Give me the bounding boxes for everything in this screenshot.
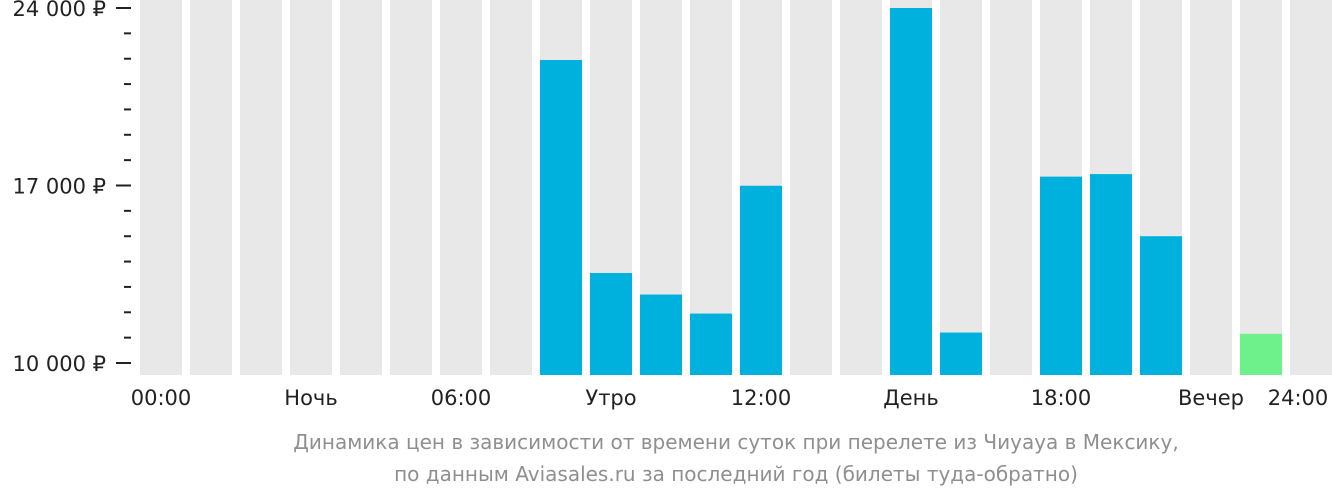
background-bar — [340, 0, 382, 375]
x-tick-label: Ночь — [284, 386, 337, 410]
x-tick-label: 00:00 — [131, 386, 192, 410]
price-bar — [540, 59, 582, 375]
price-bar — [890, 8, 932, 375]
price-bar — [690, 313, 732, 375]
price-bar — [940, 332, 982, 375]
background-bar — [1240, 0, 1282, 375]
y-tick-label: 17 000 ₽ — [12, 175, 106, 199]
background-bar — [440, 0, 482, 375]
data-bars — [540, 8, 1282, 375]
price-bar — [1040, 176, 1082, 375]
background-bar — [940, 0, 982, 375]
background-bar — [190, 0, 232, 375]
x-tick-label: 18:00 — [1031, 386, 1092, 410]
chart-caption-line-1: Динамика цен в зависимости от времени су… — [293, 430, 1179, 454]
y-tick-label: 10 000 ₽ — [12, 352, 106, 376]
background-bar — [990, 0, 1032, 375]
x-tick-label: 12:00 — [731, 386, 792, 410]
price-bar — [1240, 333, 1282, 375]
x-tick-label: День — [883, 386, 938, 410]
price-bar — [640, 294, 682, 375]
price-bar — [590, 272, 632, 375]
x-tick-label: Вечер — [1178, 386, 1244, 410]
background-bar — [240, 0, 282, 375]
x-tick-label: Утро — [585, 386, 636, 410]
x-axis: 00:00 Ночь 06:00 Утро 12:00 День 18:00 Вечер 24:… — [131, 386, 1329, 410]
y-tick-label: 24 000 ₽ — [12, 0, 106, 21]
x-tick-label: 06:00 — [431, 386, 492, 410]
price-bar — [740, 185, 782, 375]
background-bar — [140, 0, 182, 375]
background-bar — [840, 0, 882, 375]
price-bar — [1090, 174, 1132, 375]
price-bar — [1140, 236, 1182, 375]
x-tick-label: 24:00 — [1268, 386, 1329, 410]
background-bar — [290, 0, 332, 375]
y-axis: 24 000 ₽ 17 000 ₽ 10 000 ₽ — [12, 0, 131, 376]
background-bar — [790, 0, 832, 375]
background-bar — [1190, 0, 1232, 375]
chart-caption-line-2: по данным Aviasales.ru за последний год … — [394, 462, 1078, 486]
background-bar — [490, 0, 532, 375]
background-bar — [690, 0, 732, 375]
background-bar — [390, 0, 432, 375]
background-bar — [1290, 0, 1332, 375]
